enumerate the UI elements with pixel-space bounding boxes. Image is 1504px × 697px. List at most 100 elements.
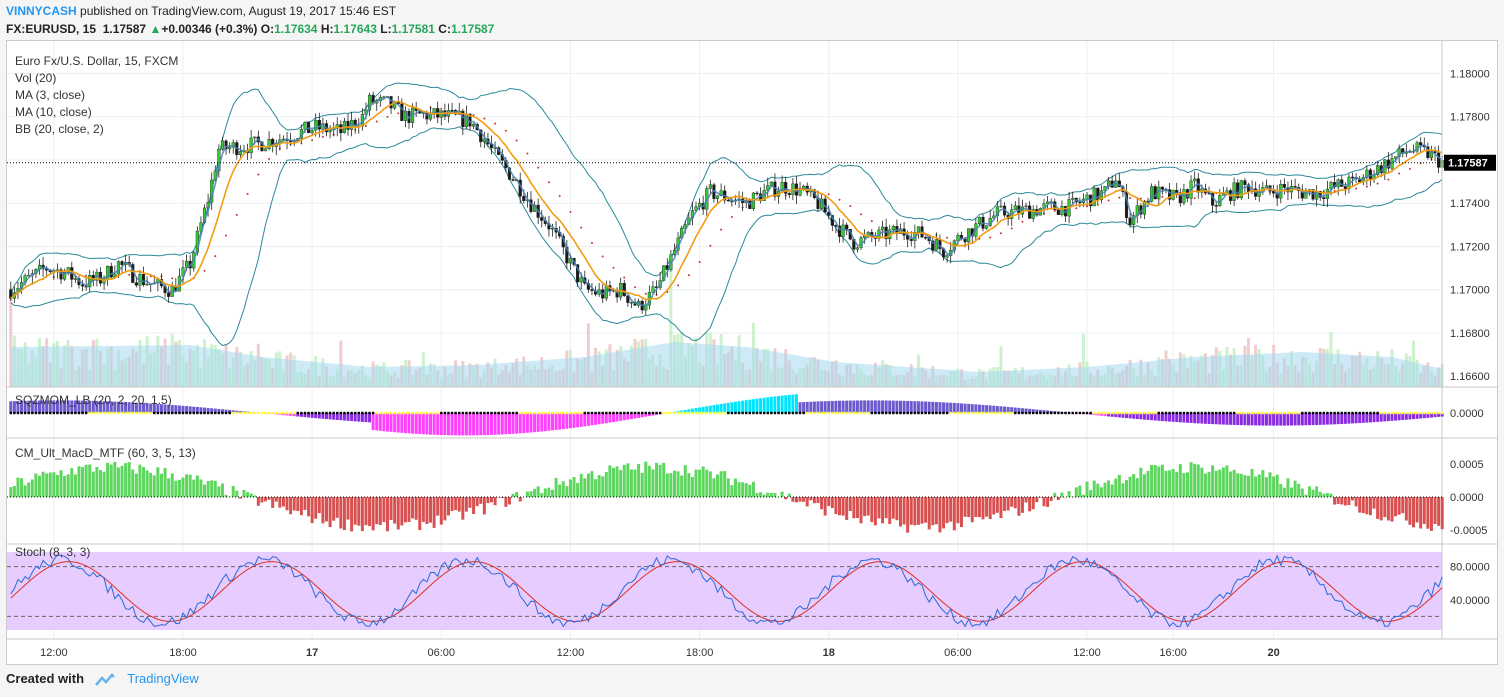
- time-axis-label: 18:00: [686, 647, 714, 659]
- time-axis-label: 12:00: [40, 647, 68, 659]
- candle-body: [1419, 142, 1423, 146]
- candle-body: [855, 247, 860, 250]
- sqzmom-bar: [88, 400, 92, 413]
- squeeze-dot: [300, 411, 303, 415]
- tradingview-brand[interactable]: TradingView: [127, 671, 199, 686]
- squeeze-dot: [1415, 411, 1419, 415]
- squeeze-dot: [515, 411, 518, 415]
- chart-area[interactable]: 1.17587 1.18000 1.17800 1.17400 1.17200 1.170…: [6, 40, 1498, 665]
- squeeze-dot: [386, 411, 389, 415]
- sqzmom-bar: [63, 400, 67, 413]
- squeeze-dot: [612, 411, 615, 415]
- macd-bar: [59, 470, 63, 497]
- sqzmom-bar: [350, 413, 354, 422]
- macd-bar: [507, 497, 511, 505]
- macd-bar: [1422, 497, 1426, 524]
- macd-bar: [472, 497, 476, 515]
- macd-bar: [1128, 476, 1132, 497]
- chart-canvas[interactable]: 1.17587 1.18000 1.17800 1.17400 1.17200 1.170…: [7, 41, 1497, 664]
- squeeze-dot: [285, 411, 289, 415]
- sqzmom-bar: [1358, 413, 1362, 424]
- sqzmom-bar: [1279, 413, 1283, 426]
- legend-item: Euro Fx/U.S. Dollar, 15, FXCM: [15, 54, 178, 68]
- squeeze-dot: [192, 411, 195, 415]
- squeeze-dot: [877, 411, 881, 415]
- sqzmom-bar: [1422, 413, 1426, 419]
- candle-body: [1071, 197, 1075, 200]
- candle-body: [73, 278, 77, 280]
- squeeze-dot: [1100, 411, 1103, 415]
- macd-bar: [805, 497, 809, 507]
- squeeze-dot: [662, 411, 665, 415]
- macd-bar: [1286, 478, 1290, 497]
- basis-dot: [537, 166, 540, 169]
- squeeze-dot: [1186, 411, 1189, 415]
- macd-bar: [1325, 493, 1329, 497]
- sqzmom-bar: [1182, 413, 1186, 423]
- macd-bar: [281, 497, 285, 507]
- squeeze-dot: [1286, 411, 1290, 415]
- squeeze-dot: [1207, 411, 1211, 415]
- macd-bar: [852, 497, 856, 519]
- squeeze-dot: [608, 411, 612, 415]
- candle-body: [231, 142, 235, 148]
- squeeze-dot: [314, 411, 317, 415]
- sqzmom-bar: [956, 403, 960, 413]
- time-axis-label: 20: [1267, 647, 1279, 659]
- macd-bar: [1304, 494, 1308, 497]
- macd-bar: [414, 497, 418, 520]
- macd-bar: [127, 462, 131, 497]
- sqzmom-bar: [1175, 413, 1179, 423]
- squeeze-dot: [727, 411, 730, 415]
- sqzmom-bar: [981, 404, 985, 413]
- squeeze-dot: [594, 411, 597, 415]
- squeeze-dot: [368, 411, 371, 415]
- squeeze-dot: [780, 411, 784, 415]
- macd-bar: [952, 497, 956, 531]
- candle-body: [999, 205, 1003, 208]
- macd-bar: [597, 475, 601, 497]
- sqzmom-bar: [66, 400, 70, 413]
- candle-body: [432, 108, 436, 114]
- sqzmom-bar: [285, 413, 289, 416]
- squeeze-dot: [920, 411, 924, 415]
- squeeze-dot: [1265, 411, 1268, 415]
- squeeze-dot: [1200, 411, 1204, 415]
- sqzmom-bar: [1038, 409, 1042, 413]
- macd-bar: [188, 474, 192, 497]
- candle-body: [479, 129, 483, 143]
- squeeze-dot: [375, 411, 378, 415]
- sqzmom-bar: [224, 409, 228, 413]
- macd-bar: [346, 497, 350, 520]
- macd-bar: [30, 479, 34, 497]
- basis-dot: [526, 152, 529, 155]
- squeeze-dot: [135, 411, 138, 415]
- squeeze-dot: [806, 411, 809, 415]
- squeeze-dot: [1078, 411, 1082, 415]
- candle-body: [708, 184, 712, 189]
- macd-bar: [116, 467, 120, 497]
- squeeze-dot: [1243, 411, 1247, 415]
- sqzmom-bar: [414, 413, 418, 434]
- squeeze-dot: [820, 411, 823, 415]
- sqzmom-bar: [1433, 413, 1437, 418]
- macd-bar: [737, 482, 741, 497]
- squeeze-dot: [1372, 411, 1376, 415]
- candle-body: [1322, 197, 1326, 199]
- candle-body: [1175, 189, 1179, 193]
- macd-bar: [246, 492, 250, 497]
- macd-bar: [873, 497, 877, 526]
- legend-item: MA (10, close): [15, 105, 92, 119]
- author-name[interactable]: VINNYCASH: [6, 4, 77, 18]
- sqzmom-bar: [1264, 413, 1268, 426]
- sqzmom-bar: [647, 413, 651, 417]
- squeeze-dot: [1297, 411, 1300, 415]
- squeeze-dot: [361, 411, 364, 415]
- sqzmom-axis-label: 0.0000: [1450, 408, 1484, 420]
- sqzmom-bar: [1347, 413, 1351, 424]
- squeeze-dot: [1157, 411, 1160, 415]
- squeeze-dot: [766, 411, 769, 415]
- squeeze-dot: [816, 411, 820, 415]
- squeeze-dot: [1128, 411, 1132, 415]
- squeeze-dot: [450, 411, 454, 415]
